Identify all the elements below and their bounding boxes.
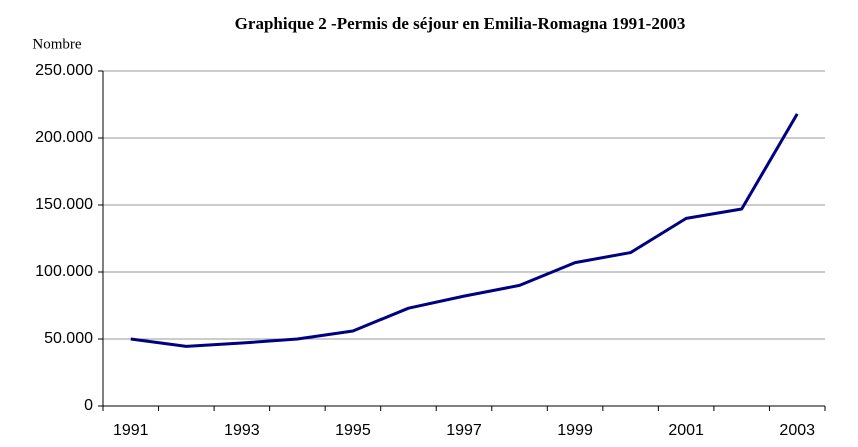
data-line (130, 113, 799, 348)
x-tick-label: 1993 (224, 422, 260, 439)
y-tick-label: 100.000 (35, 263, 93, 280)
chart-title: Graphique 2 -Permis de séjour en Emilia-… (235, 14, 686, 33)
y-tick-label: 200.000 (35, 129, 93, 146)
y-tick-label: 250.000 (35, 62, 93, 79)
y-tick-label: 50.000 (44, 330, 93, 347)
x-tick-label: 2003 (779, 422, 815, 439)
y-axis-label: Nombre (32, 36, 81, 52)
x-tick-label: 2001 (668, 422, 704, 439)
x-tick-label: 1997 (446, 422, 482, 439)
y-tick-label: 0 (84, 397, 93, 414)
x-tick-label: 1999 (557, 422, 593, 439)
x-tick-label: 1991 (113, 422, 149, 439)
x-tick-label: 1995 (335, 422, 371, 439)
y-tick-label: 150.000 (35, 196, 93, 213)
